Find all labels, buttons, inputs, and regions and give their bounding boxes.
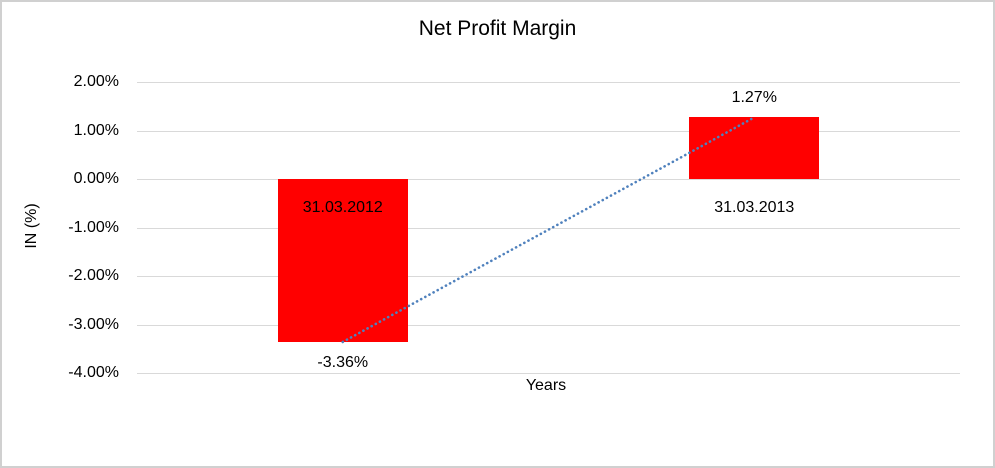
y-tick-label: -1.00% [68, 218, 119, 236]
chart-title: Net Profit Margin [418, 17, 577, 40]
y-tick-label: -3.00% [68, 315, 119, 333]
bar [689, 117, 820, 179]
gridline [137, 227, 960, 229]
data-label: 1.27% [731, 89, 777, 107]
gridline [137, 373, 960, 374]
gridline [137, 324, 960, 326]
gridline [137, 276, 960, 277]
y-tick-label: -2.00% [68, 267, 119, 284]
gridline [137, 179, 960, 180]
data-label: -3.36% [317, 353, 369, 371]
x-axis-title: Years [525, 377, 567, 394]
gridline [137, 130, 960, 132]
y-tick-label: 2.00% [73, 73, 119, 90]
y-tick-label: -4.00% [68, 364, 119, 381]
category-label: 31.03.2013 [714, 199, 795, 216]
gridline [137, 82, 960, 83]
y-tick-label: 1.00% [73, 121, 119, 139]
category-label: 31.03.2012 [302, 199, 383, 216]
y-tick-label: 0.00% [73, 170, 119, 187]
